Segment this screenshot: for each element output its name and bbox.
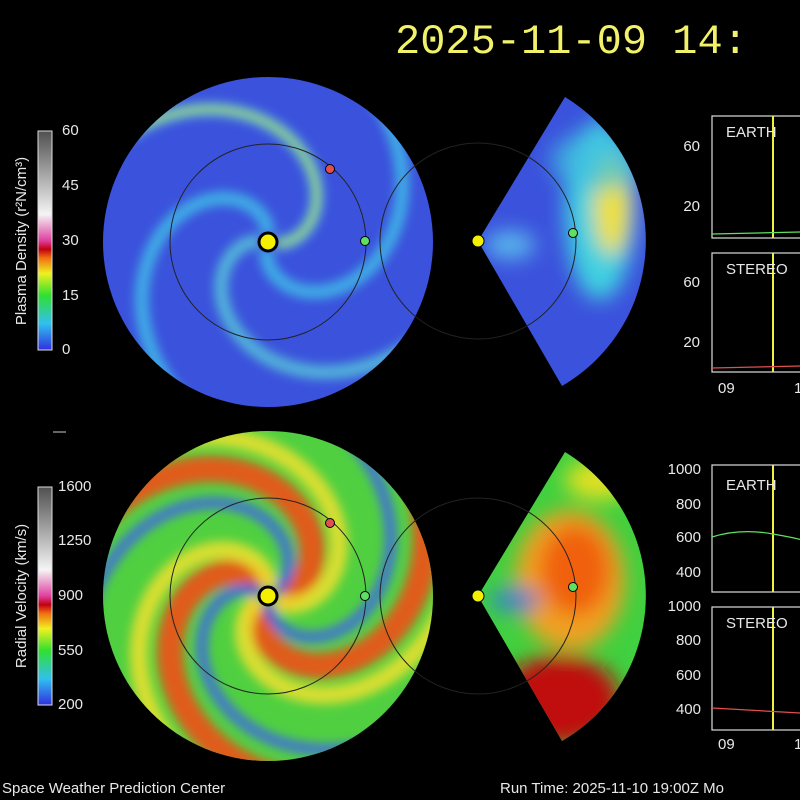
tick-label: 600 <box>676 667 701 684</box>
tick-label: 45 <box>62 177 79 194</box>
spiral-arm <box>103 456 326 701</box>
colorbar-label: Radial Velocity (km/s) <box>13 524 30 668</box>
tick-label: 1000 <box>668 461 701 478</box>
tick-label: 60 <box>683 138 700 155</box>
spiral-arm <box>129 541 363 761</box>
tick-label: 600 <box>676 529 701 546</box>
tick-label: 0 <box>62 341 70 358</box>
spiral-arm <box>149 431 397 644</box>
timestamp: 2025-11-09 14: <box>395 18 748 66</box>
tick-label: 550 <box>58 642 83 659</box>
tick-label: 1250 <box>58 532 91 549</box>
tick-label: 1600 <box>58 478 91 495</box>
velocity-wedge <box>478 452 646 741</box>
tick-label: 1 <box>794 736 800 753</box>
tick-label: 800 <box>676 632 701 649</box>
tick-label: 15 <box>62 287 79 304</box>
colorbar-label: Plasma Density (r²N/cm³) <box>13 157 30 325</box>
colorbar-ticks: 60 45 30 15 0 1600 1250 900 550 200 <box>58 122 91 713</box>
footer-left: Space Weather Prediction Center <box>2 780 225 797</box>
tick-label: 20 <box>683 198 700 215</box>
footer-right: Run Time: 2025-11-10 19:00Z Mo <box>500 780 724 797</box>
tick-label: 400 <box>676 701 701 718</box>
panel-label: EARTH <box>726 477 777 494</box>
spiral-arm <box>103 106 320 323</box>
tick-label: 60 <box>62 122 79 139</box>
velocity-disc <box>103 431 433 761</box>
spiral-arm <box>214 151 433 380</box>
density-disc <box>103 77 433 407</box>
panel-label: STEREO <box>726 615 788 632</box>
spiral-arm <box>157 559 433 761</box>
tick-label: 20 <box>683 334 700 351</box>
panel-label: STEREO <box>726 261 788 278</box>
spiral-arm <box>103 496 295 761</box>
colorbar <box>37 486 53 706</box>
tick-label: 60 <box>683 274 700 291</box>
colorbar <box>37 130 53 351</box>
tick-label: 1 <box>794 380 800 397</box>
tick-label: 200 <box>58 696 83 713</box>
orbits <box>169 142 577 695</box>
time-panels: EARTH STEREO EARTH STEREO 60 20 60 20 10… <box>668 115 800 753</box>
tick-label: 30 <box>62 232 79 249</box>
tick-label: 800 <box>676 496 701 513</box>
tick-label: 09 <box>718 380 735 397</box>
tick-label: 400 <box>676 564 701 581</box>
tick-label: 09 <box>718 736 735 753</box>
spiral-arm <box>194 77 410 300</box>
spiral-arm <box>234 431 433 704</box>
panel-label: EARTH <box>726 124 777 141</box>
bodies <box>257 164 578 607</box>
tick-label: 900 <box>58 587 83 604</box>
tick-label: 1000 <box>668 598 701 615</box>
spiral-arm <box>134 191 375 407</box>
density-wedge <box>478 97 646 386</box>
